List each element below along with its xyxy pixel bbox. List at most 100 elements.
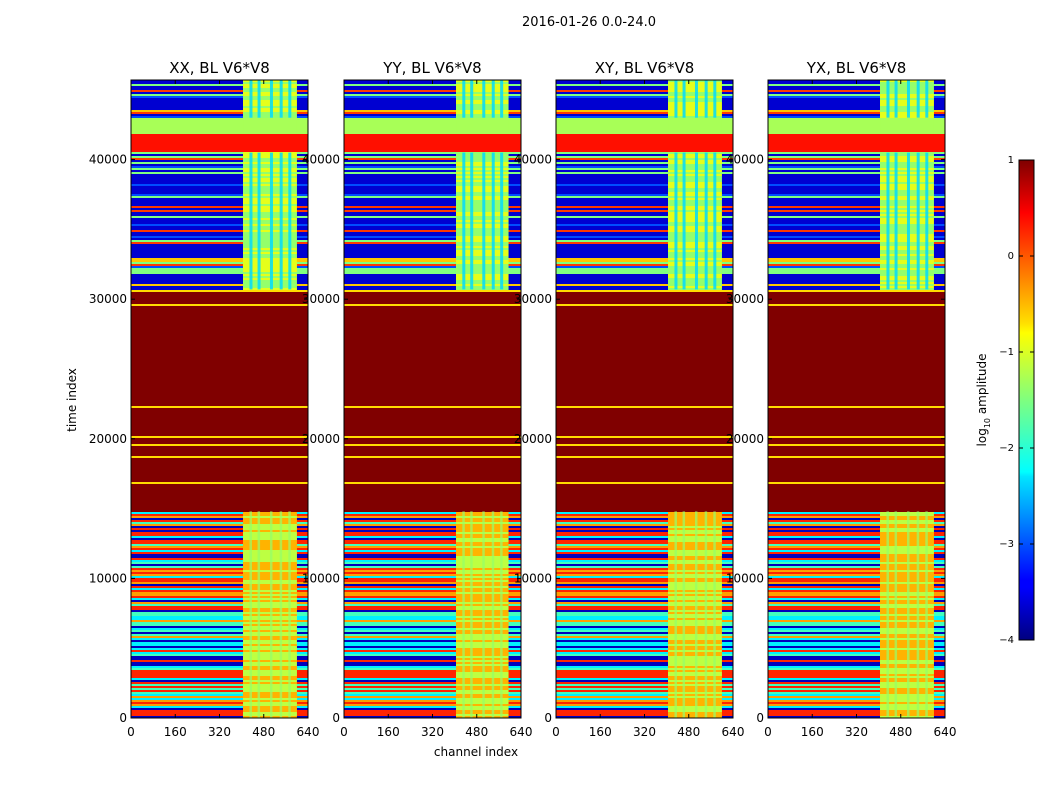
heatmap-row (344, 702, 521, 705)
heatmap-row (556, 602, 733, 605)
heatmap-row (556, 322, 733, 325)
heatmap-row (556, 694, 733, 697)
y-tick-label: 40000 (726, 153, 764, 167)
heatmap-row (131, 454, 308, 457)
heatmap-row (344, 542, 521, 545)
heatmap-row (556, 292, 733, 295)
heatmap-row (344, 510, 521, 513)
heatmap-row (768, 300, 945, 303)
heatmap-row (344, 236, 521, 239)
heatmap-row (344, 130, 521, 133)
heatmap-row (768, 692, 945, 695)
heatmap-row (768, 494, 945, 497)
heatmap-row (768, 270, 945, 273)
heatmap-row (344, 212, 521, 215)
colorbar-label: log10 amplitude (975, 354, 992, 447)
heatmap-row (344, 210, 521, 213)
heatmap-row (556, 304, 733, 307)
heatmap-row (768, 662, 945, 665)
heatmap-row (344, 206, 521, 209)
heatmap-row (131, 246, 308, 249)
heatmap-row (768, 248, 945, 251)
heatmap-row (556, 230, 733, 233)
heatmap-row (556, 262, 733, 265)
heatmap-row (344, 522, 521, 525)
x-tick-label: 0 (127, 725, 135, 739)
heatmap-row (768, 408, 945, 411)
heatmap-row (131, 276, 308, 279)
heatmap-row (344, 580, 521, 583)
heatmap-row (768, 268, 945, 271)
heatmap-stripe (704, 511, 708, 718)
heatmap-row (768, 88, 945, 91)
heatmap-row (344, 608, 521, 611)
heatmap-row (556, 372, 733, 375)
heatmap-row (768, 710, 945, 713)
heatmap-row (768, 244, 945, 247)
heatmap-band (880, 126, 934, 129)
heatmap-row (768, 98, 945, 101)
heatmap-row (131, 574, 308, 577)
heatmap-row (344, 134, 521, 137)
heatmap-stripe (704, 80, 708, 118)
heatmap-stripe (249, 80, 253, 118)
heatmap-row (131, 174, 308, 177)
heatmap-stripe (682, 511, 686, 718)
heatmap-row (556, 114, 733, 117)
heatmap-row (344, 102, 521, 105)
heatmap-row (131, 632, 308, 635)
heatmap-row (556, 408, 733, 411)
heatmap-row (131, 602, 308, 605)
heatmap-row (131, 542, 308, 545)
heatmap-row (556, 630, 733, 633)
heatmap-row (344, 220, 521, 223)
heatmap-row (768, 410, 945, 413)
heatmap-stripe (269, 511, 273, 718)
heatmap-row (131, 192, 308, 195)
heatmap-row (556, 260, 733, 263)
heatmap-row (556, 238, 733, 241)
heatmap-stripe (462, 80, 466, 118)
heatmap-row (344, 84, 521, 87)
heatmap-row (344, 514, 521, 517)
heatmap-row (556, 410, 733, 413)
heatmap-row (131, 182, 308, 185)
heatmap-row (344, 208, 521, 211)
heatmap-row (556, 338, 733, 341)
heatmap-row (768, 210, 945, 213)
heatmap-stripe (674, 511, 677, 718)
heatmap-row (556, 606, 733, 609)
heatmap-row (556, 660, 733, 663)
heatmap-band (456, 124, 509, 127)
heatmap-row (768, 604, 945, 607)
heatmap-band (668, 126, 722, 129)
heatmap-row (768, 174, 945, 177)
heatmap-row (556, 194, 733, 197)
heatmap-row (344, 360, 521, 363)
heatmap-row (556, 344, 733, 347)
heatmap-row (344, 642, 521, 645)
heatmap-row (344, 90, 521, 93)
heatmap-row (556, 434, 733, 437)
heatmap-row (556, 406, 733, 409)
heatmap-row (131, 458, 308, 461)
heatmap-stripe (249, 152, 253, 290)
y-tick-label: 40000 (89, 153, 127, 167)
heatmap-row (768, 436, 945, 439)
heatmap-row (556, 224, 733, 227)
heatmap-row (344, 138, 521, 141)
heatmap-row (556, 264, 733, 267)
y-tick-label: 0 (119, 711, 127, 725)
heatmap-row (768, 338, 945, 341)
heatmap-row (768, 318, 945, 321)
heatmap-band (880, 120, 934, 123)
heatmap-band (243, 122, 297, 125)
heatmap-row (768, 392, 945, 395)
heatmap-row (344, 316, 521, 319)
heatmap-row (556, 376, 733, 379)
heatmap-row (131, 578, 308, 581)
heatmap-row (131, 316, 308, 319)
heatmap-row (131, 300, 308, 303)
heatmap-row (344, 560, 521, 563)
heatmap-row (768, 176, 945, 179)
